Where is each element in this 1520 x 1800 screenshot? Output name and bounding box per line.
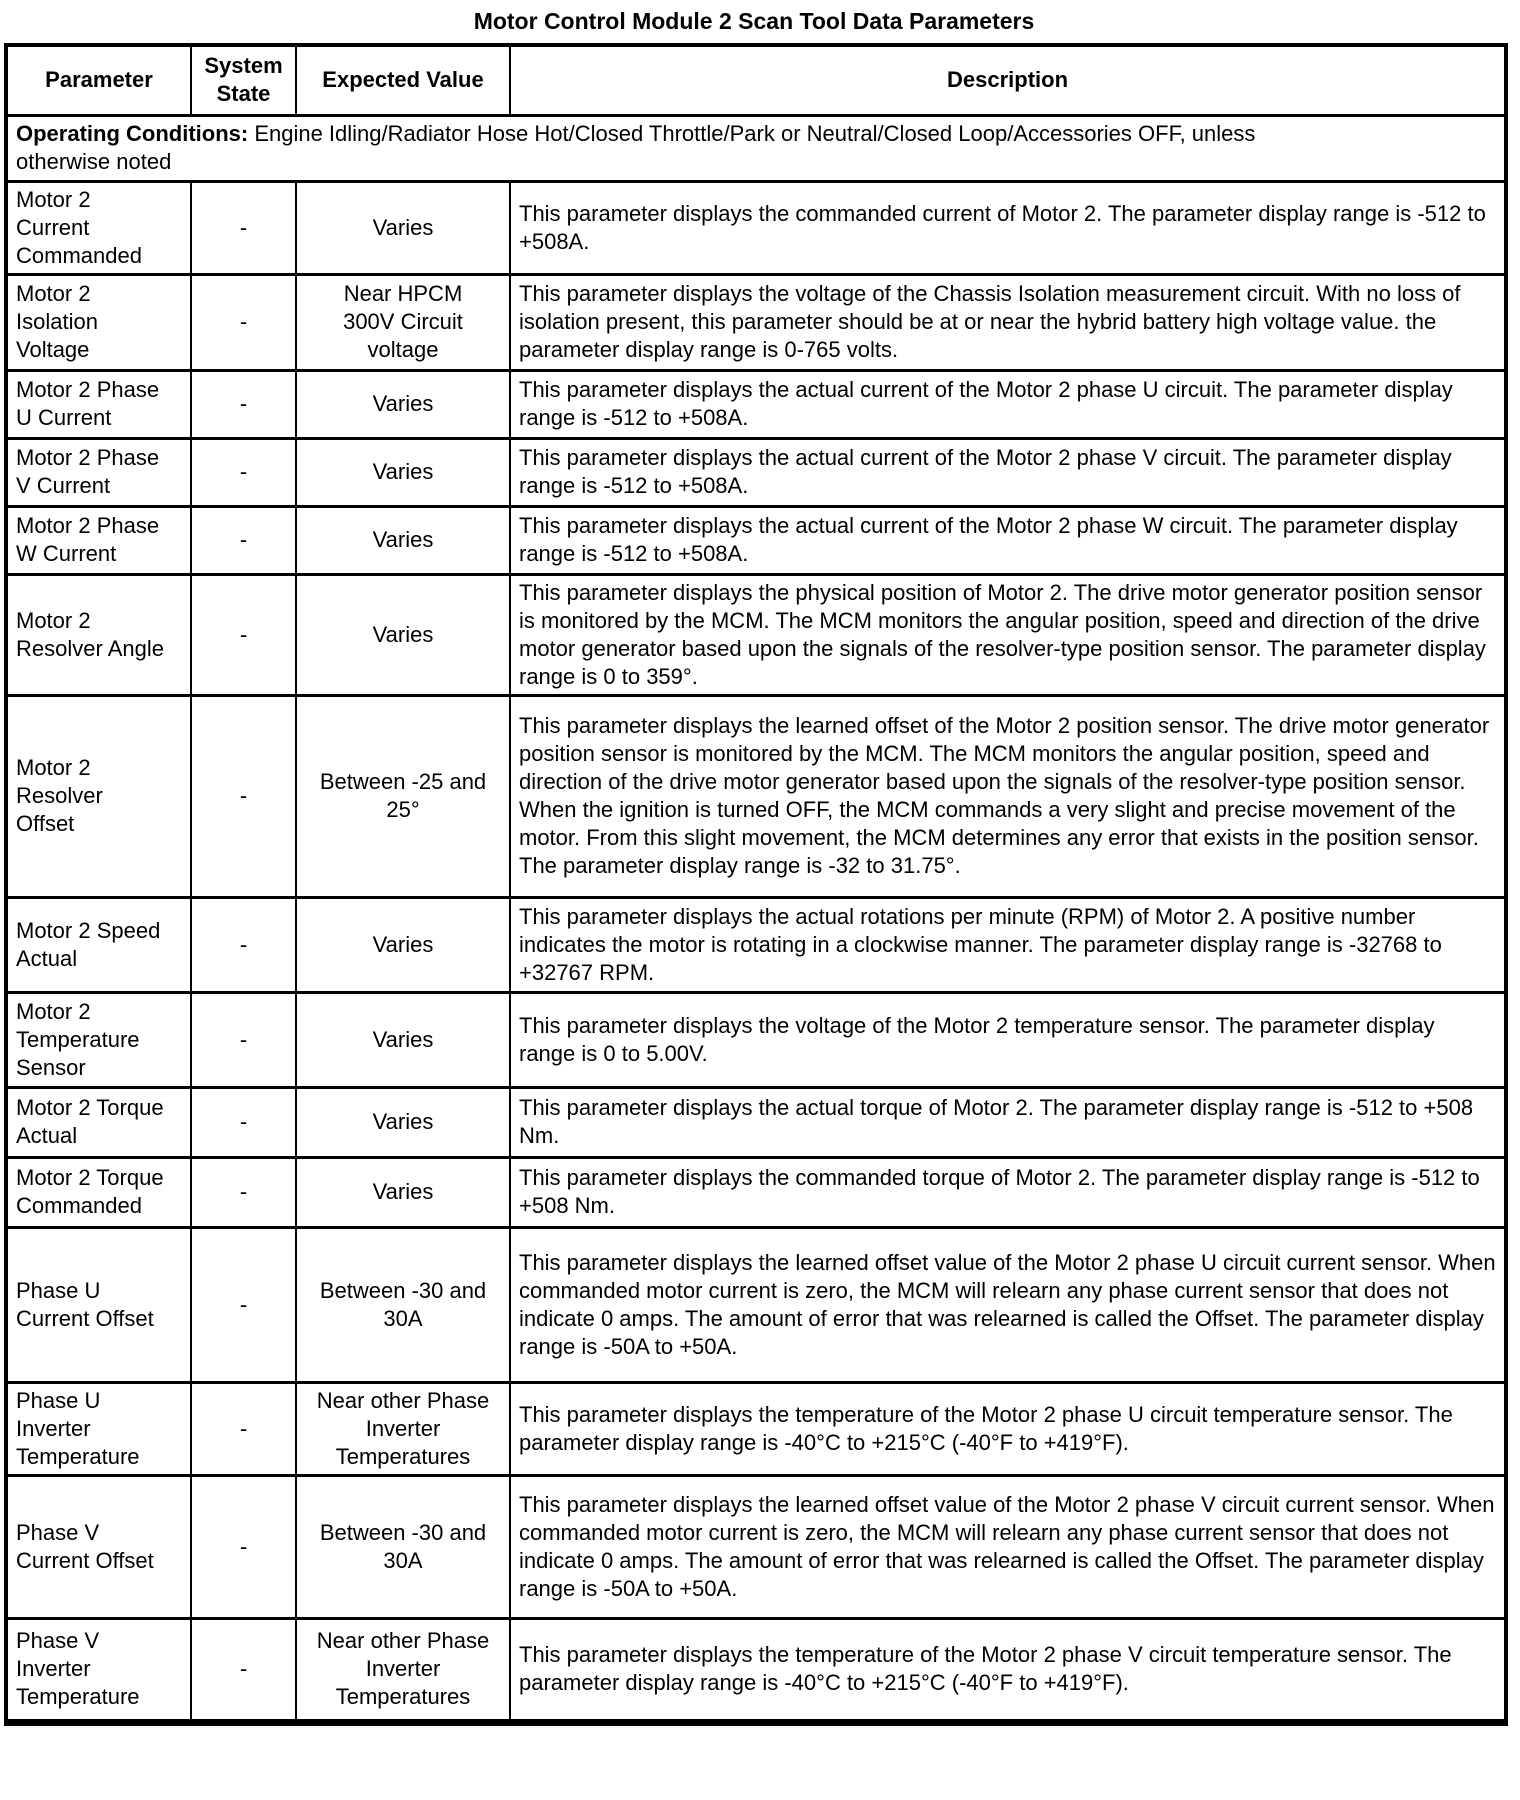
system-state-cell: - [190, 895, 297, 994]
expected-value-cell: Varies [295, 895, 511, 994]
table-row: Motor 2 Speed Actual - Varies This param… [5, 895, 1507, 994]
parameter-cell: Motor 2 Current Commanded [5, 179, 192, 276]
description-cell: This parameter displays the actual curre… [509, 436, 1507, 508]
parameter-cell: Motor 2 Torque Commanded [5, 1155, 192, 1229]
system-state-cell: - [190, 1473, 297, 1620]
parameter-cell: Motor 2 Phase V Current [5, 436, 192, 508]
description-cell: This parameter displays the temperature … [509, 1380, 1507, 1477]
table-row: Motor 2 Resolver Offset - Between -25 an… [5, 693, 1507, 899]
description-cell: This parameter displays the physical pos… [509, 572, 1507, 697]
description-cell: This parameter displays the actual torqu… [509, 1085, 1507, 1159]
table-row: Motor 2 Current Commanded - Varies This … [5, 179, 1507, 276]
parameter-cell: Phase V Current Offset [5, 1473, 192, 1620]
scan-tool-data-table: Parameter System State Expected Value De… [4, 43, 1508, 1726]
operating-conditions-row: Operating Conditions: Engine Idling/Radi… [5, 113, 1507, 183]
system-state-cell: - [190, 1155, 297, 1229]
parameter-cell: Motor 2 Isolation Voltage [5, 272, 192, 372]
table-row: Motor 2 Temperature Sensor - Varies This… [5, 990, 1507, 1089]
expected-value-cell: Varies [295, 990, 511, 1089]
description-cell: This parameter displays the temperature … [509, 1616, 1507, 1724]
system-state-cell: - [190, 1225, 297, 1384]
expected-value-cell: Varies [295, 572, 511, 697]
description-cell: This parameter displays the learned offs… [509, 1225, 1507, 1384]
parameter-cell: Motor 2 Speed Actual [5, 895, 192, 994]
description-cell: This parameter displays the actual curre… [509, 504, 1507, 576]
expected-value-cell: Near HPCM 300V Circuit voltage [295, 272, 511, 372]
header-row: Parameter System State Expected Value De… [5, 43, 1507, 117]
operating-conditions-cell: Operating Conditions: Engine Idling/Radi… [5, 113, 1507, 183]
table-row: Motor 2 Phase U Current - Varies This pa… [5, 368, 1507, 440]
operating-conditions-text: Engine Idling/Radiator Hose Hot/Closed T… [16, 121, 1256, 174]
table-row: Phase U Inverter Temperature - Near othe… [5, 1380, 1507, 1477]
column-header-description: Description [509, 43, 1507, 117]
parameter-cell: Motor 2 Temperature Sensor [5, 990, 192, 1089]
parameter-cell: Phase U Inverter Temperature [5, 1380, 192, 1477]
description-cell: This parameter displays the actual rotat… [509, 895, 1507, 994]
description-cell: This parameter displays the actual curre… [509, 368, 1507, 440]
parameter-cell: Motor 2 Phase W Current [5, 504, 192, 576]
parameter-cell: Motor 2 Phase U Current [5, 368, 192, 440]
operating-conditions-label: Operating Conditions: [16, 121, 249, 146]
page-title: Motor Control Module 2 Scan Tool Data Pa… [473, 8, 1035, 34]
expected-value-cell: Between -30 and 30A [295, 1473, 511, 1620]
expected-value-cell: Varies [295, 179, 511, 276]
table-row: Motor 2 Torque Commanded - Varies This p… [5, 1155, 1507, 1229]
system-state-cell: - [190, 368, 297, 440]
column-header-system-state: System State [190, 43, 297, 117]
expected-value-cell: Varies [295, 368, 511, 440]
system-state-cell: - [190, 272, 297, 372]
description-cell: This parameter displays the voltage of t… [509, 272, 1507, 372]
expected-value-cell: Near other Phase Inverter Temperatures [295, 1616, 511, 1724]
system-state-cell: - [190, 1380, 297, 1477]
parameter-cell: Motor 2 Torque Actual [5, 1085, 192, 1159]
table-row: Motor 2 Phase V Current - Varies This pa… [5, 436, 1507, 508]
system-state-cell: - [190, 572, 297, 697]
parameter-cell: Motor 2 Resolver Offset [5, 693, 192, 899]
column-header-expected-value: Expected Value [295, 43, 511, 117]
system-state-cell: - [190, 504, 297, 576]
description-cell: This parameter displays the voltage of t… [509, 990, 1507, 1089]
parameter-cell: Phase V Inverter Temperature [5, 1616, 192, 1724]
table-body: Operating Conditions: Engine Idling/Radi… [5, 113, 1507, 1724]
system-state-cell: - [190, 693, 297, 899]
system-state-cell: - [190, 1616, 297, 1724]
description-cell: This parameter displays the learned offs… [509, 1473, 1507, 1620]
expected-value-cell: Varies [295, 436, 511, 508]
table-row: Phase V Current Offset - Between -30 and… [5, 1473, 1507, 1620]
expected-value-cell: Between -25 and 25° [295, 693, 511, 899]
table-row: Phase U Current Offset - Between -30 and… [5, 1225, 1507, 1384]
table-row: Motor 2 Isolation Voltage - Near HPCM 30… [5, 272, 1507, 372]
expected-value-cell: Near other Phase Inverter Temperatures [295, 1380, 511, 1477]
table-row: Motor 2 Phase W Current - Varies This pa… [5, 504, 1507, 576]
system-state-cell: - [190, 436, 297, 508]
system-state-cell: - [190, 179, 297, 276]
table-header: Parameter System State Expected Value De… [5, 43, 1507, 117]
description-cell: This parameter displays the commanded to… [509, 1155, 1507, 1229]
expected-value-cell: Varies [295, 1085, 511, 1159]
expected-value-cell: Varies [295, 504, 511, 576]
expected-value-cell: Between -30 and 30A [295, 1225, 511, 1384]
column-header-parameter: Parameter [5, 43, 192, 117]
expected-value-cell: Varies [295, 1155, 511, 1229]
table-row: Motor 2 Resolver Angle - Varies This par… [5, 572, 1507, 697]
table-row: Phase V Inverter Temperature - Near othe… [5, 1616, 1507, 1724]
parameter-cell: Phase U Current Offset [5, 1225, 192, 1384]
system-state-cell: - [190, 990, 297, 1089]
table-row: Motor 2 Torque Actual - Varies This para… [5, 1085, 1507, 1159]
description-cell: This parameter displays the learned offs… [509, 693, 1507, 899]
description-cell: This parameter displays the commanded cu… [509, 179, 1507, 276]
system-state-cell: - [190, 1085, 297, 1159]
parameter-cell: Motor 2 Resolver Angle [5, 572, 192, 697]
